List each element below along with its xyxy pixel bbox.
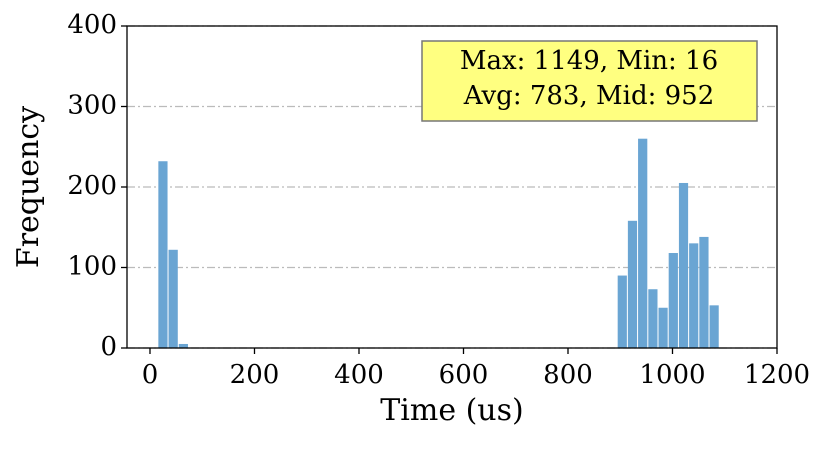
plot-frame <box>126 25 778 349</box>
x-tick-label: 800 <box>543 360 593 390</box>
bar <box>158 161 168 348</box>
bar <box>689 243 699 348</box>
y-axis-label: Frequency <box>11 106 46 268</box>
y-tick-label: 300 <box>67 91 117 121</box>
x-tick-label: 600 <box>439 360 489 390</box>
bar <box>668 253 678 348</box>
x-tick-label: 1200 <box>744 360 810 390</box>
bar <box>627 220 638 348</box>
x-tick-label: 1000 <box>639 360 705 390</box>
y-tick-label: 0 <box>100 332 117 362</box>
y-tick-label: 200 <box>67 171 117 201</box>
y-tick-label: 400 <box>67 10 117 40</box>
bar <box>699 236 709 348</box>
bar <box>638 138 648 348</box>
bar <box>648 289 658 348</box>
bar <box>617 275 627 348</box>
annotation-text: Max: 1149, Min: 16 <box>460 46 718 76</box>
bar <box>678 182 689 348</box>
x-tick-label: 400 <box>334 360 384 390</box>
y-tick-label: 100 <box>67 252 117 282</box>
bar <box>658 307 668 348</box>
annotation-box <box>421 40 758 122</box>
x-axis-label: Time (us) <box>380 393 523 428</box>
bar <box>168 249 178 348</box>
x-tick-label: 0 <box>142 360 159 390</box>
x-tick-label: 200 <box>230 360 280 390</box>
bar <box>178 343 188 348</box>
bar <box>709 305 719 348</box>
annotation-text: Avg: 783, Mid: 952 <box>463 81 714 111</box>
